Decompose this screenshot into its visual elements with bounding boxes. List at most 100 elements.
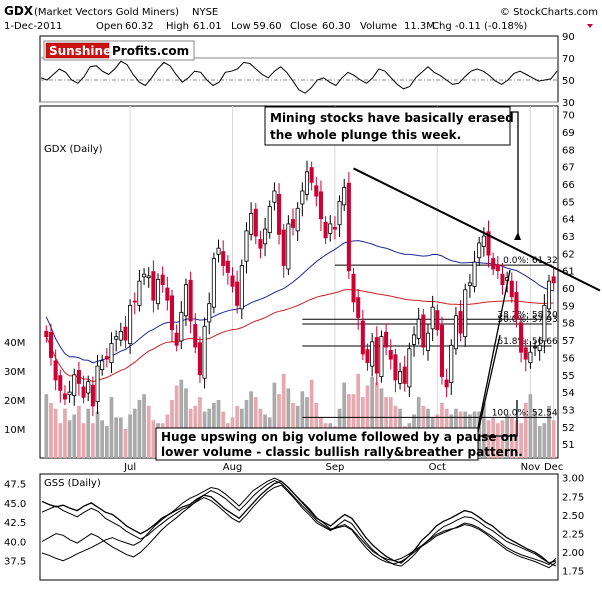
candle-body: [374, 337, 379, 374]
candle-body: [421, 314, 426, 348]
candle-body: [519, 322, 524, 353]
gss-left-tick-label: 42.5: [4, 518, 26, 529]
candle-body: [132, 300, 137, 303]
candle-body: [318, 191, 323, 220]
date: 1-Dec-2011: [4, 21, 62, 32]
volume-bar: [72, 414, 77, 458]
price-tick-label: 64: [562, 215, 575, 226]
gss-left-tick-label: 45.0: [4, 499, 26, 510]
candle-body: [160, 274, 165, 286]
candle-body: [388, 350, 393, 360]
gss-right-tick-label: 2.25: [562, 530, 584, 541]
candle-body: [514, 292, 519, 320]
candle-body: [53, 360, 58, 381]
candle-body: [253, 208, 258, 237]
top-note: Mining stocks have basically erased the …: [264, 106, 514, 146]
price-tick-label: 66: [562, 180, 575, 191]
volume-bar: [528, 394, 533, 458]
volume-tick-label: 10M: [4, 425, 25, 436]
price-tick-label: 70: [562, 111, 575, 122]
gss-series-line: [41, 480, 557, 566]
volume-bar: [519, 423, 523, 458]
candle-body: [104, 356, 109, 360]
candle-body: [142, 273, 147, 278]
volume-bar: [365, 385, 370, 458]
volume-bar: [374, 382, 379, 458]
volume-bar: [523, 402, 528, 458]
open-label: Open: [96, 21, 123, 32]
sunshine-logo: Sunshine Profits.com: [43, 40, 195, 61]
volume-tick-label: 20M: [4, 396, 25, 407]
gss-left-tick-label: 40.0: [4, 537, 26, 548]
rsi-line: [40, 60, 558, 94]
candle-body: [323, 221, 328, 239]
volume-bar: [514, 420, 519, 458]
price-tick-label: 54: [562, 388, 575, 399]
candle-body: [95, 365, 100, 403]
candle-body: [174, 332, 179, 346]
volume-value: 11.3M: [404, 21, 435, 32]
close-label: Close: [290, 21, 317, 32]
candle-body: [346, 182, 351, 272]
volume-bar: [272, 382, 277, 458]
fibonacci-label: 38.2%: 58.20: [497, 310, 558, 320]
volume-bar: [351, 394, 356, 458]
volume-bar: [67, 420, 72, 458]
volume-bar: [104, 426, 109, 458]
volume-bar: [151, 420, 156, 458]
candle-body: [463, 289, 468, 338]
candle-body: [500, 273, 505, 286]
candle-body: [277, 194, 282, 235]
gss-frame: [39, 473, 559, 581]
candle-body: [393, 354, 398, 381]
volume-bar: [286, 388, 291, 458]
candle-body: [342, 187, 347, 206]
price-tick-label: 53: [562, 405, 575, 416]
volume-bar: [537, 426, 542, 458]
candle-body: [109, 343, 114, 364]
candle-body: [425, 332, 431, 351]
x-tick-label: Nov: [521, 462, 541, 473]
candle-body: [304, 171, 310, 195]
candle-body: [444, 379, 449, 388]
low-value: 59.60: [253, 21, 282, 32]
candle-body: [546, 280, 552, 310]
volume-bar: [509, 417, 514, 458]
volume-bar: [300, 391, 305, 458]
candle-body: [337, 200, 342, 226]
candle-body: [211, 258, 216, 308]
candle-body: [412, 334, 417, 345]
candle-body: [416, 318, 421, 339]
candle-body: [86, 381, 91, 394]
candle-body: [300, 190, 305, 205]
candle-body: [90, 384, 95, 407]
candle-body: [551, 276, 556, 284]
price-tick-label: 60: [562, 284, 575, 295]
candle-body: [76, 370, 81, 384]
x-tick-label: Jul: [123, 462, 136, 473]
volume-bar: [63, 408, 67, 458]
gss-panel-title: GSS (Daily): [44, 478, 101, 489]
price-tick-label: 67: [562, 163, 575, 174]
arrow-volume: [478, 400, 518, 437]
candle-body: [48, 331, 54, 358]
volume-bar: [174, 385, 179, 458]
fibonacci-label: 0.0%: 61.32: [503, 256, 558, 266]
volume-bar: [132, 408, 137, 458]
arrow-rally-2: [477, 334, 501, 433]
candle-body: [169, 295, 175, 331]
volume-bar: [179, 379, 184, 458]
candle-body: [263, 228, 268, 245]
price-tick-label: 56: [562, 353, 575, 364]
volume-bar: [146, 405, 151, 458]
candle-body: [67, 391, 72, 396]
candle-body: [179, 311, 184, 342]
volume-bar: [309, 379, 314, 458]
candle-body: [332, 226, 337, 230]
volume-bar: [481, 402, 486, 458]
gss-right-tick-label: 2.50: [562, 511, 584, 522]
gss-series-line: [41, 477, 557, 569]
top-note-box: [264, 106, 511, 146]
candle-body: [281, 229, 286, 266]
